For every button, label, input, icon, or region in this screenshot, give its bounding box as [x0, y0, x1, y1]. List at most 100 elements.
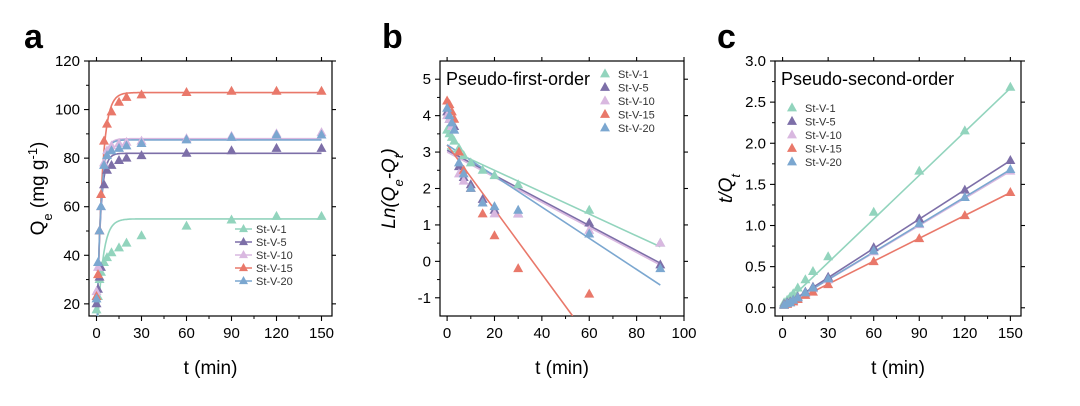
- x-tick-label: 100: [671, 325, 696, 342]
- point-St-V-20: [96, 201, 106, 211]
- y-tick-label: 0: [423, 253, 431, 270]
- point-St-V-20: [94, 225, 105, 235]
- point-St-V-15: [453, 146, 464, 156]
- point-St-V-20: [444, 110, 455, 120]
- point-St-V-20: [271, 129, 282, 139]
- y-axis-label-part: -1: [25, 148, 40, 160]
- point-St-V-5: [959, 184, 970, 194]
- point-St-V-1: [121, 237, 132, 247]
- point-St-V-1: [316, 210, 327, 220]
- y-axis-label-part: t: [728, 173, 743, 178]
- point-St-V-15: [823, 279, 834, 289]
- x-tick-label: 60: [178, 325, 195, 342]
- plot-title: Pseudo-second-order: [781, 69, 954, 89]
- legend-label: St-V-1: [805, 103, 836, 115]
- y-axis-label-part: -Q: [379, 158, 400, 179]
- point-St-V-20: [114, 142, 124, 152]
- point-St-V-5: [114, 154, 124, 164]
- legend-label: St-V-20: [618, 123, 655, 135]
- point-St-V-1: [584, 204, 595, 214]
- point-St-V-20: [93, 256, 103, 266]
- fit-line-St-V-15: [782, 191, 1011, 308]
- point-St-V-20: [181, 134, 192, 144]
- x-tick-label: 150: [998, 325, 1023, 342]
- fit-line-St-V-1: [446, 147, 661, 248]
- y-axis-label-part: e: [391, 179, 406, 186]
- x-tick-label: 0: [778, 325, 786, 342]
- fit-line-St-V-15: [96, 91, 322, 316]
- markers: [442, 95, 666, 298]
- y-tick-label: 2.0: [745, 135, 766, 152]
- fit-lines: [96, 91, 322, 316]
- legend-marker-St-V-1: [787, 102, 797, 112]
- point-St-V-1: [449, 135, 460, 145]
- panel-label: a: [24, 18, 44, 56]
- point-St-V-20: [226, 131, 237, 141]
- fit-line-St-V-20: [96, 139, 322, 316]
- point-St-V-20: [465, 182, 476, 192]
- y-axis-label-part: t/Q: [716, 177, 737, 203]
- panel-b: 0 20 40 60 80 100 -1 0 1 2 3 4 5 b t (min) Ln(Qe-Qt) Pse…: [379, 18, 697, 379]
- legend-marker-St-V-20: [239, 275, 248, 285]
- point-St-V-1: [106, 247, 117, 257]
- y-tick-label: 4: [423, 108, 431, 125]
- legend-label: St-V-10: [618, 96, 655, 108]
- fit-lines: [782, 87, 1011, 308]
- point-St-V-1: [1005, 81, 1016, 91]
- point-St-V-15: [136, 89, 147, 99]
- y-axis-label-part: t: [391, 153, 406, 158]
- point-St-V-20: [102, 150, 112, 160]
- legend-label: St-V-10: [805, 130, 842, 142]
- point-St-V-15: [959, 210, 970, 220]
- point-St-V-20: [489, 201, 500, 211]
- point-St-V-20: [513, 204, 524, 214]
- point-St-V-20: [442, 102, 453, 112]
- point-St-V-10: [489, 208, 500, 218]
- x-tick-label: 90: [223, 325, 240, 342]
- point-St-V-1: [788, 288, 799, 298]
- y-tick-label: 120: [55, 53, 80, 70]
- y-tick-label: 1.0: [745, 218, 766, 235]
- point-St-V-10: [458, 175, 469, 185]
- y-axis-label: Qe (mg g-1): [25, 142, 55, 236]
- point-St-V-15: [513, 263, 524, 273]
- x-tick-label: 80: [628, 325, 645, 342]
- point-St-V-20: [655, 263, 666, 273]
- point-St-V-1: [823, 251, 834, 261]
- point-St-V-1: [807, 266, 818, 276]
- legend-marker-St-V-15: [600, 108, 610, 118]
- y-tick-label: 2: [423, 181, 431, 198]
- point-St-V-5: [271, 142, 282, 152]
- y-axis-label-part: e: [40, 213, 55, 220]
- x-tick-label: 30: [820, 325, 837, 342]
- legend-marker-St-V-10: [239, 249, 248, 259]
- x-tick-label: 120: [952, 325, 977, 342]
- legend-label: St-V-5: [618, 83, 649, 95]
- point-St-V-15: [1005, 187, 1016, 197]
- legend-marker-St-V-5: [239, 236, 248, 246]
- legend-label: St-V-20: [805, 157, 842, 169]
- x-axis-label: t (min): [535, 358, 589, 379]
- point-St-V-5: [1005, 154, 1016, 164]
- legend-label: St-V-15: [256, 263, 293, 275]
- point-St-V-5: [136, 150, 147, 160]
- point-St-V-20: [136, 137, 147, 147]
- panel-label: c: [717, 18, 736, 56]
- point-St-V-1: [489, 170, 500, 180]
- x-tick-label: 0: [443, 325, 451, 342]
- point-St-V-5: [121, 152, 132, 162]
- point-St-V-1: [271, 210, 282, 220]
- plot-title: Pseudo-first-order: [446, 69, 590, 89]
- point-St-V-1: [914, 165, 925, 175]
- point-St-V-20: [868, 245, 879, 255]
- x-tick-label: 30: [133, 325, 150, 342]
- point-St-V-20: [316, 129, 327, 139]
- point-St-V-1: [465, 157, 476, 167]
- x-tick-label: 20: [486, 325, 503, 342]
- point-St-V-1: [868, 206, 879, 216]
- point-St-V-5: [914, 213, 925, 223]
- point-St-V-20: [914, 218, 925, 228]
